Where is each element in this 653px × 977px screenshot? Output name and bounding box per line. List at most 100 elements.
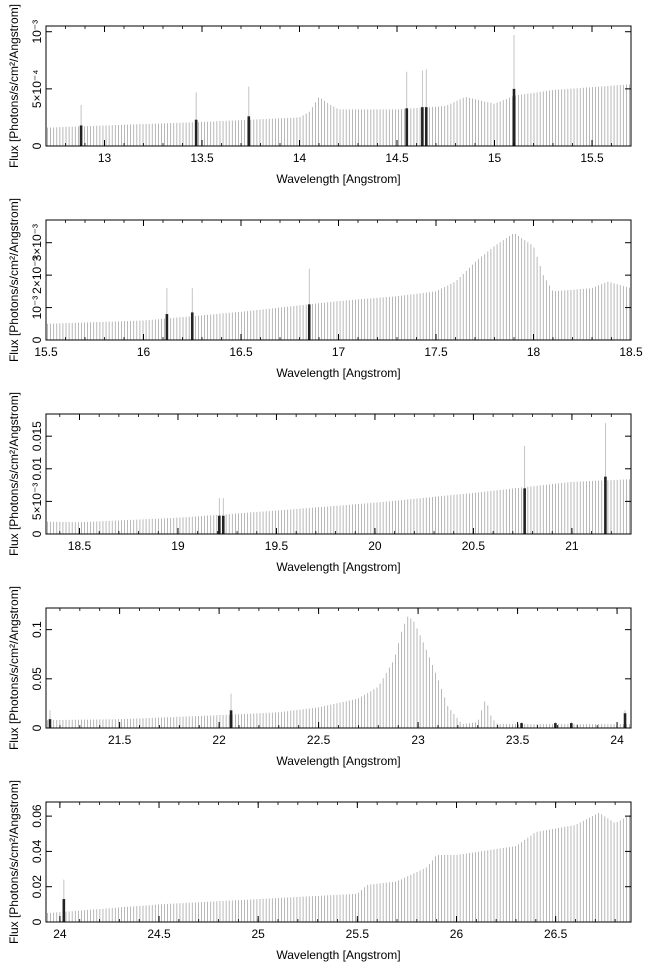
panel-4: 21.5 22 22.5 23 23.5 24 0 0.05 0.1 Wavelength [An… bbox=[7, 586, 632, 768]
y-tick-label: 0.02 bbox=[30, 875, 44, 899]
x-tick-label: 14.5 bbox=[385, 151, 409, 165]
x-tick-label: 19 bbox=[171, 539, 185, 553]
x-tick-label: 20.5 bbox=[462, 539, 486, 553]
y-tick-label: 0.04 bbox=[30, 839, 44, 863]
x-tick-label: 26 bbox=[450, 927, 464, 941]
x-tick-label: 24 bbox=[610, 733, 624, 747]
y-tick-label: 0 bbox=[30, 530, 44, 537]
y-tick-label: 0 bbox=[30, 336, 44, 343]
x-tick-label: 15 bbox=[488, 151, 502, 165]
y-tick-label: 3×10⁻³ bbox=[30, 224, 44, 261]
x-tick-label: 22.5 bbox=[307, 733, 331, 747]
x-tick-label: 16.5 bbox=[229, 345, 253, 359]
continuum-series bbox=[47, 616, 630, 728]
continuum-series bbox=[47, 812, 630, 922]
line-bar bbox=[623, 713, 627, 728]
line-bar bbox=[307, 304, 311, 340]
line-series bbox=[48, 693, 627, 728]
y-tick-label: 0 bbox=[30, 918, 44, 925]
x-tick-label: 14 bbox=[293, 151, 307, 165]
panel-2: 15.5 16 16.5 17 17.5 18 18.5 0 10⁻³ 2×10⁻³3×10⁻³ W… bbox=[7, 198, 643, 380]
x-tick-label: 25.5 bbox=[346, 927, 370, 941]
y-tick-label: 10⁻³ bbox=[30, 20, 44, 44]
x-tick-label: 15.5 bbox=[580, 151, 604, 165]
line-bar bbox=[62, 899, 66, 922]
line-bar bbox=[194, 119, 198, 146]
y-axis-label: Flux [Photons/s/cm²/Angstrom] bbox=[7, 586, 21, 750]
x-tick-label: 24 bbox=[53, 927, 67, 941]
x-tick-label: 24.5 bbox=[147, 927, 171, 941]
x-tick-label: 13.5 bbox=[190, 151, 214, 165]
y-tick-label: 2×10⁻³ bbox=[30, 256, 44, 293]
continuum-series bbox=[47, 234, 630, 340]
x-tick-label: 18 bbox=[527, 345, 541, 359]
y-tick-label: 0.01 bbox=[30, 457, 44, 481]
y-axis-label: Flux [Photons/s/cm²/Angstrom] bbox=[7, 198, 21, 362]
x-axis-label: Wavelength [Angstrom] bbox=[276, 172, 400, 186]
line-series bbox=[79, 35, 516, 146]
line-bar bbox=[512, 88, 516, 146]
y-tick-label: 5×10⁻⁴ bbox=[30, 70, 44, 109]
plot-frame bbox=[45, 801, 632, 923]
line-series bbox=[62, 879, 66, 922]
x-tick-label: 26.5 bbox=[544, 927, 568, 941]
x-tick-label: 20 bbox=[368, 539, 382, 553]
line-bar bbox=[79, 125, 83, 146]
line-bar bbox=[405, 108, 409, 146]
x-tick-label: 18.5 bbox=[68, 539, 92, 553]
line-bar bbox=[48, 719, 52, 728]
x-tick-label: 25 bbox=[252, 927, 266, 941]
y-axis-label: Flux [Photons/s/cm²/Angstrom] bbox=[7, 4, 21, 168]
y-tick-label: 0.06 bbox=[30, 804, 44, 828]
line-series bbox=[218, 423, 607, 534]
x-tick-label: 17.5 bbox=[424, 345, 448, 359]
line-bar bbox=[421, 107, 424, 146]
line-bar bbox=[520, 723, 523, 728]
x-tick-label: 23.5 bbox=[506, 733, 530, 747]
y-tick-label: 0.1 bbox=[30, 621, 44, 638]
x-tick-label: 17 bbox=[332, 345, 346, 359]
y-axis-label: Flux [Photons/s/cm²/Angstrom] bbox=[7, 780, 21, 944]
panel-3: 18.5 19 19.5 20 20.5 21 0 5×10⁻³ 0.01 0.015 Wavele… bbox=[7, 392, 632, 574]
x-tick-label: 19.5 bbox=[265, 539, 289, 553]
x-tick-label: 21 bbox=[565, 539, 579, 553]
plot-frame bbox=[45, 413, 632, 535]
line-bar bbox=[570, 723, 573, 728]
plot-frame bbox=[45, 607, 632, 729]
x-tick-label: 16 bbox=[137, 345, 151, 359]
panel-1: 13 13.5 14 14.5 15 15.5 0 5×10⁻⁴ 10⁻³ Wavelength … bbox=[7, 4, 632, 186]
x-tick-label: 18.5 bbox=[619, 345, 643, 359]
line-bar bbox=[424, 107, 428, 146]
line-bar bbox=[523, 488, 526, 534]
continuum-series bbox=[47, 84, 630, 146]
line-bar bbox=[221, 515, 225, 534]
line-bar bbox=[604, 476, 607, 534]
y-axis-label: Flux [Photons/s/cm²/Angstrom] bbox=[7, 392, 21, 556]
x-axis-label: Wavelength [Angstrom] bbox=[276, 366, 400, 380]
x-tick-label: 22 bbox=[212, 733, 226, 747]
line-bar bbox=[218, 515, 221, 534]
y-tick-label: 5×10⁻³ bbox=[30, 483, 44, 520]
x-axis-label: Wavelength [Angstrom] bbox=[276, 948, 400, 962]
y-tick-label: 0.05 bbox=[30, 667, 44, 691]
line-bar bbox=[165, 314, 169, 340]
y-tick-label: 0.015 bbox=[30, 421, 44, 451]
x-tick-label: 15.5 bbox=[34, 345, 58, 359]
line-series bbox=[165, 268, 311, 340]
panel-5: 24 24.5 25 25.5 26 26.5 0 0.02 0.04 0.06 Wavelengt… bbox=[7, 780, 632, 962]
continuum-series bbox=[47, 479, 630, 534]
x-tick-label: 13 bbox=[98, 151, 112, 165]
line-bar bbox=[247, 116, 251, 146]
y-tick-label: 0 bbox=[30, 142, 44, 149]
line-bar bbox=[554, 723, 557, 728]
line-bar bbox=[229, 710, 233, 728]
x-axis-label: Wavelength [Angstrom] bbox=[276, 560, 400, 574]
y-tick-label: 10⁻³ bbox=[30, 296, 44, 320]
x-axis-label: Wavelength [Angstrom] bbox=[276, 754, 400, 768]
y-tick-label: 0 bbox=[30, 724, 44, 731]
line-bar bbox=[190, 312, 194, 340]
x-tick-label: 21.5 bbox=[108, 733, 132, 747]
x-tick-label: 23 bbox=[411, 733, 425, 747]
